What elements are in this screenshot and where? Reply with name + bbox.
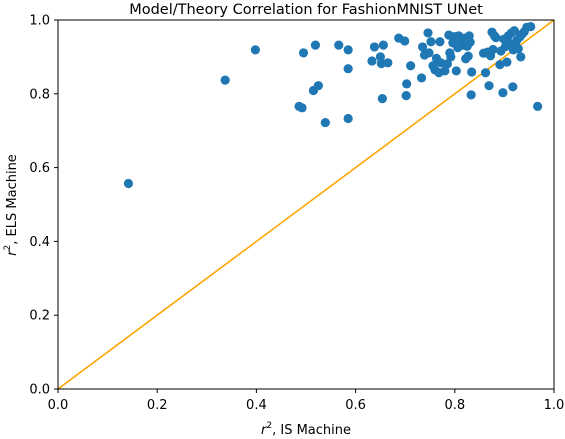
data-point: [313, 81, 323, 91]
y-tick-label: 0.0: [29, 383, 50, 398]
data-point: [343, 113, 353, 124]
data-point: [451, 66, 461, 76]
data-point: [467, 67, 477, 77]
data-point: [417, 42, 428, 52]
data-point: [465, 37, 475, 47]
data-point: [343, 64, 353, 74]
data-point: [498, 88, 508, 98]
data-point: [367, 56, 377, 66]
data-point: [426, 37, 436, 47]
y-axis-ticks: 0.0 0.2 0.4 0.6 0.8 1.0: [29, 14, 58, 398]
x-tick-label: 0.2: [147, 398, 168, 413]
reference-line: [57, 19, 555, 390]
data-point: [491, 33, 501, 43]
data-point: [463, 51, 473, 61]
data-point: [220, 75, 230, 85]
y-tick-label: 1.0: [29, 14, 50, 29]
data-point: [250, 45, 261, 55]
chart-title: Model/Theory Correlation for FashionMNIS…: [129, 2, 483, 18]
data-point: [466, 90, 476, 100]
y-axis-label-var: r: [5, 249, 20, 256]
data-point: [400, 36, 410, 46]
x-axis-label-text: , IS Machine: [272, 423, 351, 438]
data-point: [334, 40, 344, 50]
data-point: [533, 101, 543, 111]
x-axis-label: r2, IS Machine: [261, 421, 351, 438]
data-point: [495, 60, 505, 70]
plot-frame: [57, 19, 555, 390]
x-axis-label-sup: 2: [266, 421, 272, 431]
data-point: [406, 61, 416, 71]
x-axis-ticks: 0.0 0.2 0.4 0.6 0.8 1.0: [48, 389, 565, 413]
data-point: [513, 44, 523, 54]
data-point: [435, 37, 445, 47]
data-point: [378, 40, 388, 50]
scatter-points: [123, 22, 543, 189]
data-point: [442, 59, 452, 69]
y-tick-label: 0.2: [29, 309, 50, 324]
x-tick-label: 0.0: [48, 398, 69, 413]
data-point: [310, 40, 321, 50]
data-point: [402, 79, 412, 89]
x-tick-label: 0.8: [444, 398, 465, 413]
data-point: [343, 45, 353, 55]
data-point: [440, 66, 450, 76]
data-point: [401, 91, 411, 101]
y-axis-label-sup: 2: [3, 245, 13, 251]
x-tick-label: 0.4: [246, 398, 267, 413]
y-tick-label: 0.6: [29, 161, 50, 176]
data-point: [416, 73, 427, 83]
x-tick-label: 0.6: [345, 398, 366, 413]
reference-line-layer: [57, 19, 555, 390]
data-point: [383, 58, 393, 68]
data-point: [377, 93, 387, 104]
data-point: [446, 52, 456, 62]
y-tick-label: 0.4: [29, 235, 50, 250]
data-point: [298, 48, 309, 58]
data-point: [509, 26, 519, 36]
data-point: [480, 68, 491, 78]
plot-area: [57, 19, 555, 390]
data-point: [424, 48, 434, 58]
y-axis-label-text: , ELS Machine: [5, 154, 20, 245]
data-point: [320, 117, 330, 128]
data-point: [516, 52, 526, 62]
y-tick-label: 0.8: [29, 87, 50, 102]
data-point: [369, 42, 380, 52]
data-point: [526, 22, 536, 32]
data-point: [502, 57, 512, 67]
data-point: [484, 81, 494, 91]
data-point: [123, 178, 134, 189]
data-point: [297, 103, 307, 113]
x-tick-label: 1.0: [544, 398, 565, 413]
data-point: [488, 44, 498, 55]
x-axis-label-var: r: [261, 423, 268, 438]
y-axis-label: r2, ELS Machine: [3, 154, 20, 256]
data-point: [423, 28, 433, 38]
data-point: [508, 82, 518, 92]
